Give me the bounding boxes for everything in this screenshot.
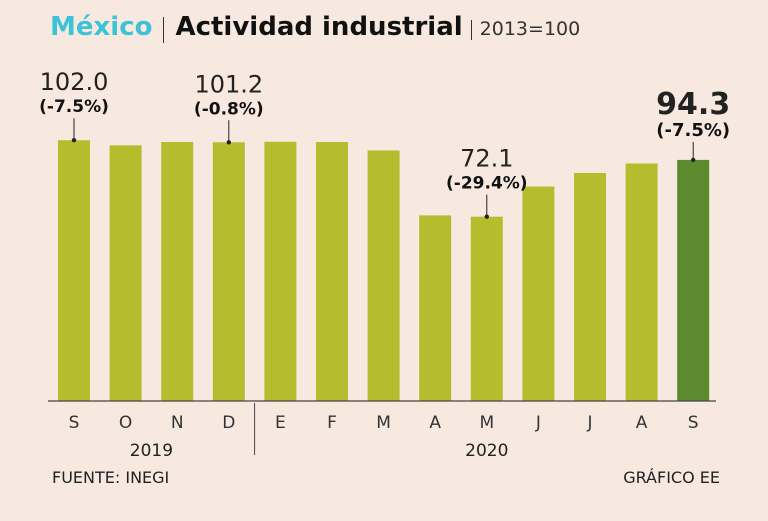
bar-13 xyxy=(677,159,710,401)
tick-label-1: S xyxy=(69,413,80,433)
annotation-change-1: (-7.5%) xyxy=(39,97,109,117)
annotation-change-4: (-0.8%) xyxy=(194,99,264,119)
tick-label-7: M xyxy=(376,413,391,433)
year-label-2020: 2020 xyxy=(465,441,508,461)
bar-5 xyxy=(264,141,297,401)
annotation-change-9: (-29.4%) xyxy=(446,174,528,194)
annotation-value-4: 101.2 xyxy=(194,70,263,98)
annotation-value-9: 72.1 xyxy=(460,145,513,173)
annotation-change-13: (-7.5%) xyxy=(656,120,730,141)
bar-6 xyxy=(316,142,348,401)
bar-10 xyxy=(522,186,555,401)
bar-11 xyxy=(574,172,606,401)
bar-9 xyxy=(470,216,503,401)
title-separator xyxy=(163,17,165,43)
source-note: FUENTE: INEGI xyxy=(52,468,170,487)
tick-label-6: F xyxy=(327,413,337,433)
bar-1 xyxy=(58,140,90,401)
annotation-dot-13 xyxy=(691,157,696,163)
tick-label-11: J xyxy=(586,413,592,433)
tick-label-13: S xyxy=(688,413,699,433)
bar-3 xyxy=(161,142,194,401)
bar-7 xyxy=(367,150,400,401)
bar-4 xyxy=(212,142,245,401)
chart-header: México Actividad industrial 2013=100 xyxy=(50,12,580,48)
tick-label-8: A xyxy=(429,413,441,433)
tick-label-3: N xyxy=(171,413,184,433)
tick-label-2: O xyxy=(119,413,132,433)
base-separator xyxy=(470,20,472,40)
base-year-label: 2013=100 xyxy=(479,18,581,40)
annotation-dot-9 xyxy=(484,214,489,219)
tick-label-12: A xyxy=(636,413,648,433)
tick-label-4: D xyxy=(222,413,235,433)
tick-label-10: J xyxy=(535,413,541,433)
tick-label-5: E xyxy=(275,413,286,433)
bar-8 xyxy=(419,215,452,401)
year-label-2019: 2019 xyxy=(130,441,173,461)
annotation-value-1: 102.0 xyxy=(40,68,109,96)
annotation-dot-1 xyxy=(71,138,77,143)
annotation-dot-4 xyxy=(226,140,231,145)
bar-2 xyxy=(109,145,142,401)
tick-label-9: M xyxy=(479,413,494,433)
country-label: México xyxy=(50,12,153,42)
bar-12 xyxy=(625,163,658,401)
chart-credit: GRÁFICO EE xyxy=(623,468,720,487)
chart-title: Actividad industrial xyxy=(175,12,463,42)
annotation-value-13: 94.3 xyxy=(656,87,730,122)
